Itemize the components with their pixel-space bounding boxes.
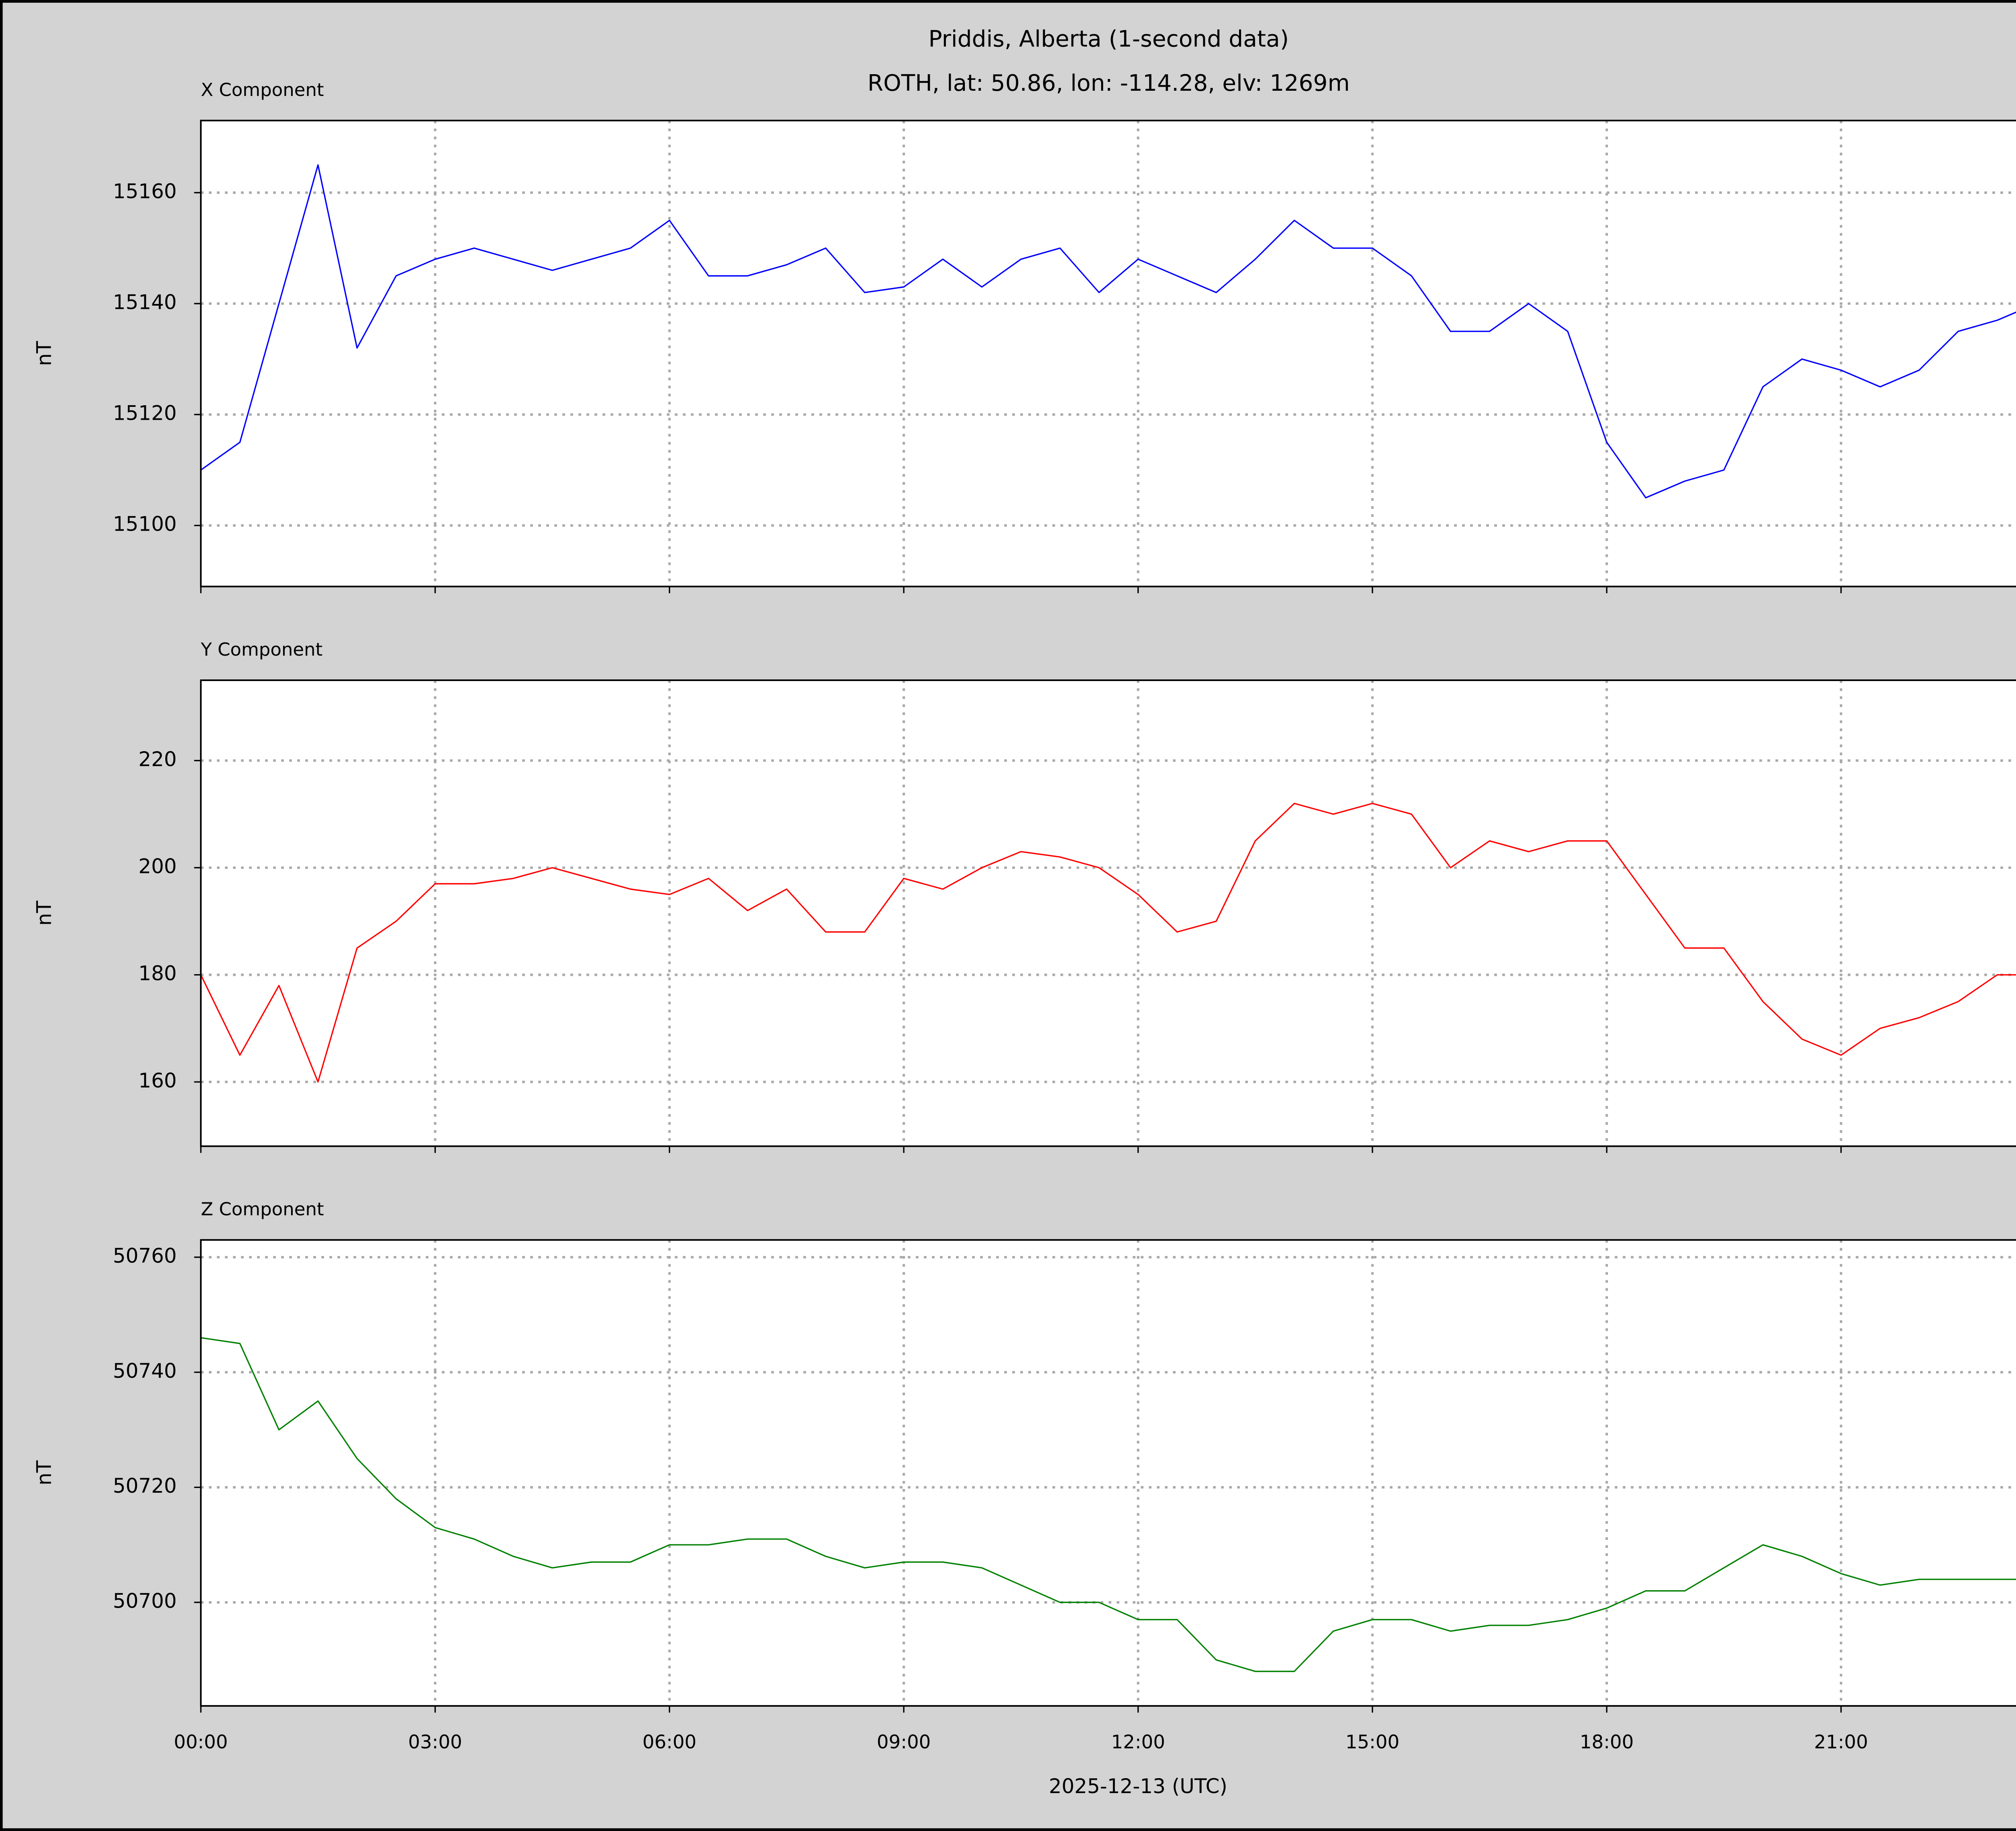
x-tick-label: 21:00 (1814, 1731, 1868, 1753)
y-axis-label: nT (32, 341, 56, 366)
x-axis-label: 2025-12-13 (UTC) (1049, 1775, 1227, 1798)
figure-subtitle: ROTH, lat: 50.86, lon: -114.28, elv: 126… (868, 70, 1350, 96)
x-tick-label: 12:00 (1111, 1731, 1165, 1753)
x-tick-label: 00:00 (174, 1731, 228, 1753)
panel-title: Y Component (200, 639, 323, 660)
plot-area (201, 680, 2016, 1146)
x-tick-label: 18:00 (1580, 1731, 1634, 1753)
y-tick-label: 50700 (113, 1589, 177, 1612)
plot-frame (200, 679, 2016, 1147)
plot-frame (200, 1239, 2016, 1707)
panel-title: Z Component (201, 1198, 324, 1220)
plot-frame (200, 119, 2016, 587)
y-tick-label: 50740 (113, 1359, 177, 1383)
y-tick-label: 15140 (113, 290, 177, 314)
y-tick-label: 160 (138, 1069, 177, 1092)
x-tick-label: 03:00 (408, 1731, 462, 1753)
x-tick-label: 15:00 (1345, 1731, 1400, 1753)
panel-title: X Component (201, 79, 324, 100)
y-tick-label: 220 (138, 748, 177, 771)
data-line (200, 164, 2016, 499)
y-tick-label: 200 (138, 854, 177, 878)
y-tick-label: 15160 (113, 179, 177, 203)
x-tick-label: 09:00 (877, 1731, 931, 1753)
y-tick-label: 180 (138, 962, 177, 985)
y-tick-label: 15100 (113, 512, 177, 536)
plot-area (201, 120, 2016, 587)
y-axis-label: nT (32, 1460, 56, 1485)
y-tick-label: 15120 (113, 402, 177, 425)
data-line (200, 802, 2016, 1083)
y-tick-label: 50720 (113, 1474, 177, 1498)
y-tick-label: 50760 (113, 1244, 177, 1267)
x-tick-label: 06:00 (642, 1731, 696, 1753)
plot-area (201, 1240, 2016, 1706)
y-axis-label: nT (32, 900, 56, 926)
figure-title: Priddis, Alberta (1-second data) (929, 26, 1289, 52)
data-line (200, 1337, 2016, 1672)
